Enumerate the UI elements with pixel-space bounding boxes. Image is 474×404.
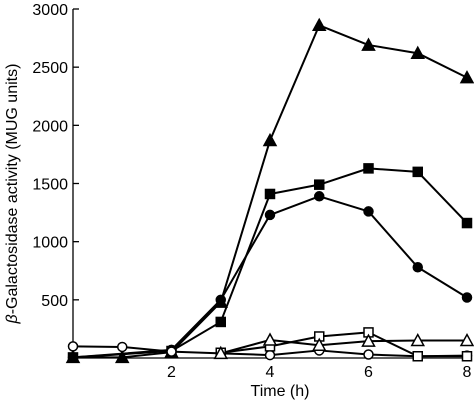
- series-4-point: [412, 351, 423, 362]
- series-2-point: [215, 294, 226, 306]
- series-1-point: [215, 316, 226, 328]
- series-4-line: [220, 331, 467, 358]
- chart-axes: [72, 9, 467, 359]
- series-2-point: [314, 191, 325, 202]
- y-tick-label: 500: [41, 293, 68, 310]
- series-1-point: [461, 217, 473, 229]
- series-1-point: [264, 188, 276, 200]
- series-5-point: [410, 332, 426, 347]
- x-tick-label: 8: [463, 364, 472, 381]
- series-2-point: [67, 352, 79, 363]
- series-5-point: [459, 332, 474, 347]
- series-0-point: [459, 70, 474, 84]
- y-axis-title: β-Galactosidase activity (MUG units): [4, 64, 21, 325]
- y-tick-label: 1000: [32, 235, 68, 252]
- series-5-line: [220, 338, 467, 355]
- series-2-point: [412, 262, 423, 273]
- series-3-point: [363, 349, 374, 360]
- series-3-point: [264, 349, 276, 361]
- series-1-line: [72, 167, 468, 359]
- y-tick-label: 2000: [32, 118, 68, 135]
- series-3-point: [117, 341, 128, 353]
- series-0-point: [262, 132, 278, 147]
- x-axis-title: Time (h): [251, 383, 310, 400]
- series-0-point: [114, 349, 130, 364]
- y-axis-title-beta: β: [4, 314, 21, 324]
- series-5-point: [311, 337, 327, 351]
- series-2-point: [461, 292, 473, 303]
- series-3-point: [166, 346, 177, 357]
- series-markers: [65, 17, 474, 364]
- series-5-point: [361, 333, 376, 347]
- x-tick-label: 6: [364, 364, 373, 381]
- series-2-point: [264, 209, 276, 221]
- y-tick-label: 2500: [32, 60, 68, 77]
- series-5-point: [213, 345, 229, 360]
- series-0-point: [361, 37, 376, 51]
- series-5-point: [262, 332, 278, 346]
- series-0-point: [311, 17, 327, 32]
- series-0-point: [410, 45, 426, 59]
- series-1-point: [363, 163, 374, 174]
- y-tick-label: 3000: [32, 2, 68, 19]
- tick-group: 2 4 6 8 500 1000 1500 2000 2500 3000: [32, 2, 471, 381]
- series-3-point: [67, 341, 79, 352]
- series-1-point: [412, 166, 423, 178]
- x-tick-label: 4: [266, 364, 275, 381]
- series-2-line: [72, 195, 468, 359]
- series-4-point: [461, 351, 473, 362]
- y-axis-title-text: -Galactosidase activity (MUG units): [4, 64, 21, 315]
- y-tick-label: 1500: [32, 177, 68, 194]
- series-2-point: [363, 206, 374, 217]
- x-tick-label: 2: [167, 364, 176, 381]
- series-1-point: [314, 179, 325, 190]
